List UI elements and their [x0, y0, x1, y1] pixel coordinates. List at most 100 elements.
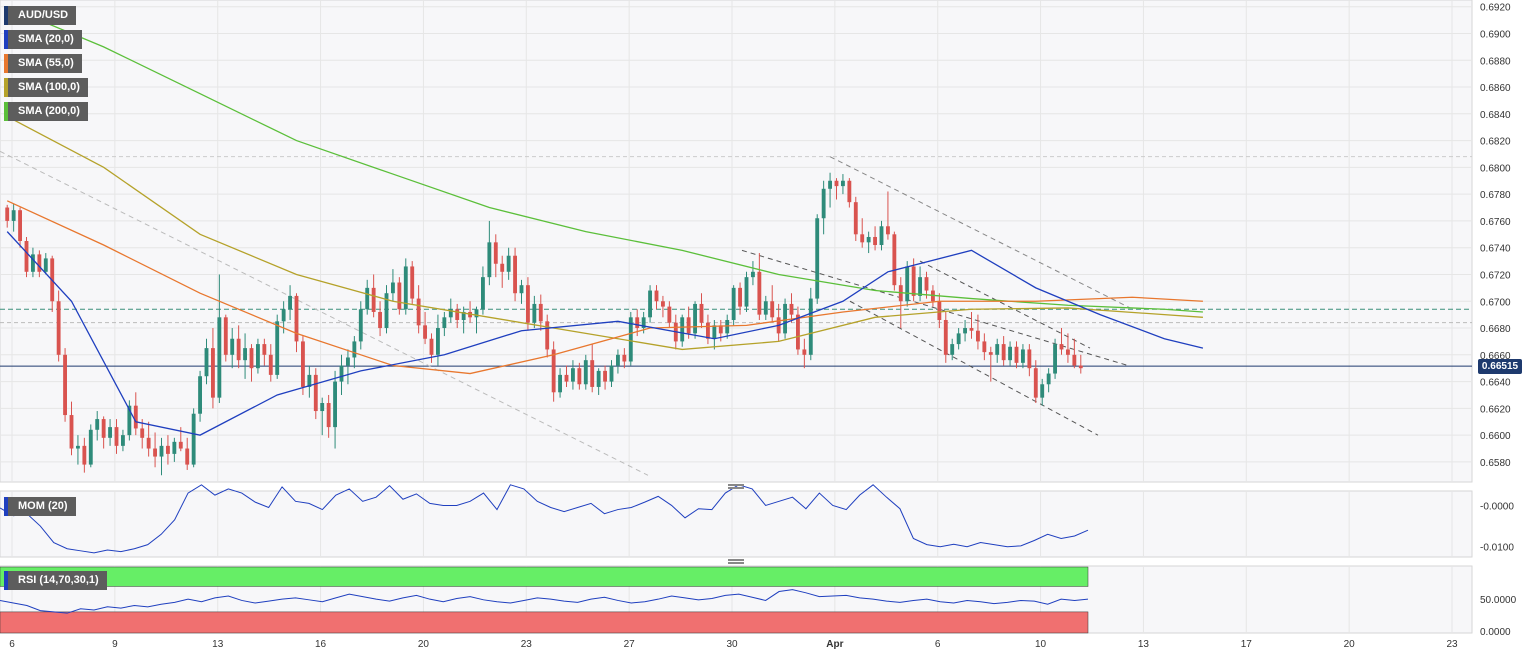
mom-legend[interactable]: MOM (20) [4, 497, 76, 516]
candle-body [609, 365, 614, 382]
candle-body [43, 258, 48, 272]
candle-body [513, 255, 517, 294]
candle-body [256, 344, 260, 369]
current-price-tag: 0.66515 [1478, 359, 1522, 374]
candle-body [661, 301, 665, 307]
candle-body [88, 429, 93, 465]
candle-body [1001, 344, 1006, 361]
candle-body [69, 415, 74, 449]
candle-body [243, 348, 247, 361]
candle-body [796, 314, 800, 350]
candle-body [1072, 354, 1077, 366]
candle-body [24, 241, 29, 272]
candle-body [326, 403, 331, 428]
candle-body [204, 348, 209, 377]
candle-body [178, 441, 183, 449]
candle-body [860, 234, 865, 243]
candle-body [198, 376, 202, 414]
candle-body [963, 328, 967, 334]
candle-body [410, 266, 415, 299]
candle-body [5, 207, 10, 221]
x-tick-label: 20 [1344, 639, 1356, 650]
candle-body [146, 437, 151, 449]
pane-divider-handle[interactable] [728, 484, 744, 564]
rsi-tick-label: 50.0000 [1480, 595, 1517, 606]
price-axis: 0.6920 0.6900 0.6880 0.6860 0.6840 0.6820 0.68… [1480, 3, 1517, 638]
symbol-label[interactable]: AUD/USD [4, 6, 77, 25]
mom-line [0, 484, 1089, 554]
x-tick-label: 23 [1446, 639, 1458, 650]
y-tick-label: 0.6780 [1480, 190, 1511, 201]
candle-body [583, 360, 588, 385]
candle-body [731, 287, 736, 320]
candle-body [886, 226, 890, 235]
rsi-legend[interactable]: RSI (14,70,30,1) [4, 571, 107, 590]
trend-line [849, 300, 1099, 436]
candle-body [37, 254, 42, 272]
y-tick-label: 0.6640 [1480, 378, 1511, 389]
rsi-tick-label: 0.0000 [1480, 627, 1511, 638]
candle-body [108, 427, 112, 438]
candle-body [1014, 346, 1019, 363]
candle-body [288, 295, 292, 310]
candle-body [751, 271, 755, 278]
candle-body [969, 328, 974, 331]
candle-body [159, 445, 164, 457]
candle-body [217, 317, 222, 398]
candle-body [211, 348, 215, 398]
y-tick-label: 0.6740 [1480, 244, 1511, 255]
candle-body [140, 428, 145, 438]
mom-plot-area[interactable] [0, 490, 1473, 558]
candle-body [448, 309, 453, 318]
candle-body [995, 344, 1000, 355]
x-tick-label: 20 [418, 639, 430, 650]
candle-body [866, 236, 871, 243]
y-tick-label: 0.6600 [1480, 431, 1511, 442]
y-tick-label: 0.6880 [1480, 56, 1511, 67]
candle-body [808, 298, 813, 355]
sma100-legend[interactable]: SMA (100,0) [4, 78, 88, 97]
x-tick-label: 13 [212, 639, 224, 650]
candle-body [667, 306, 672, 323]
candle-body [596, 370, 601, 387]
y-tick-label: 0.6820 [1480, 137, 1511, 148]
candle-body [236, 338, 241, 361]
sma200-legend[interactable]: SMA (200,0) [4, 102, 88, 121]
x-tick-label: 6 [9, 639, 15, 650]
candle-body [31, 254, 35, 272]
sma100-line [6, 115, 1203, 351]
candle-body [590, 360, 595, 387]
candle-body [191, 413, 196, 465]
candle-body [56, 301, 61, 355]
candle-body [487, 242, 492, 278]
candle-body [699, 303, 704, 323]
candle-body [18, 210, 22, 241]
candle-body [538, 303, 543, 322]
candle-body [307, 374, 312, 387]
sma20-legend[interactable]: SMA (20,0) [4, 30, 82, 49]
mom-series [0, 484, 1089, 554]
x-tick-label: 27 [624, 639, 636, 650]
candle-body [223, 317, 228, 355]
y-tick-label: 0.6920 [1480, 3, 1511, 14]
main-plot-area[interactable] [0, 0, 1473, 483]
candle-body [622, 354, 627, 362]
candle-body [127, 405, 132, 436]
candle-body [82, 445, 87, 465]
sma55-legend[interactable]: SMA (55,0) [4, 54, 82, 73]
candle-body [416, 298, 421, 326]
candle-body [397, 282, 402, 310]
candle-body [230, 338, 235, 355]
candle-body [403, 266, 408, 310]
candle-body [783, 303, 787, 334]
mom-tick-label: -0.0000 [1480, 501, 1514, 512]
candle-body [500, 263, 505, 272]
rsi-oversold-zone [0, 611, 1089, 634]
candle-body [378, 311, 382, 329]
candle-body [339, 365, 344, 382]
candle-body [680, 317, 685, 342]
rsi-overbought-zone [0, 566, 1089, 587]
x-tick-label: 6 [935, 639, 941, 650]
candle-body [365, 287, 370, 310]
sma200-line [6, 6, 1203, 313]
